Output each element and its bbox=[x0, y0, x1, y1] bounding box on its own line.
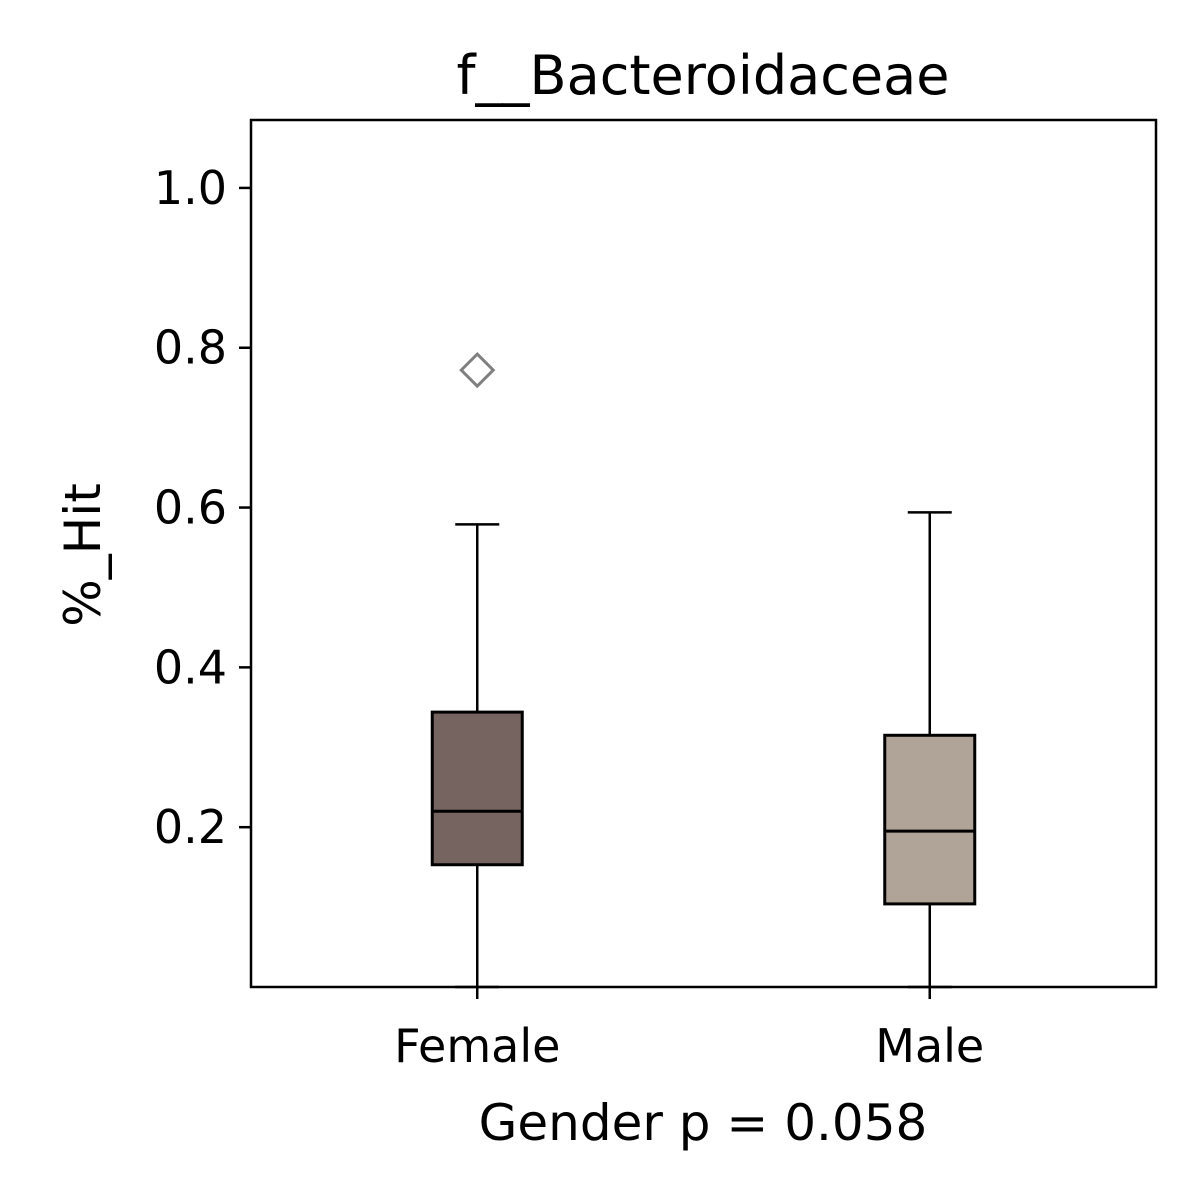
y-tick-label: 0.8 bbox=[154, 321, 227, 375]
box-male bbox=[883, 511, 977, 989]
x-tick-label-male: Male bbox=[875, 1019, 984, 1073]
x-axis-label: Gender p = 0.058 bbox=[479, 1094, 928, 1152]
outlier-point bbox=[459, 351, 496, 389]
plot-area bbox=[430, 351, 977, 989]
y-tick-label: 0.6 bbox=[154, 481, 227, 535]
iqr-box bbox=[883, 733, 977, 906]
box-female bbox=[430, 351, 524, 989]
y-tick-label: 1.0 bbox=[154, 161, 227, 215]
x-axis: Female Male bbox=[394, 987, 984, 1073]
iqr-box bbox=[430, 710, 524, 867]
y-axis-label: %_Hit bbox=[54, 483, 112, 627]
y-tick-label: 0.2 bbox=[154, 800, 227, 854]
y-axis: 0.2 0.4 0.6 0.8 1.0 bbox=[154, 161, 251, 854]
y-tick-label: 0.4 bbox=[154, 640, 227, 694]
plot-frame bbox=[249, 118, 1158, 989]
chart-title: f__Bacteroidaceae bbox=[457, 44, 950, 107]
x-tick-label-female: Female bbox=[394, 1019, 560, 1073]
